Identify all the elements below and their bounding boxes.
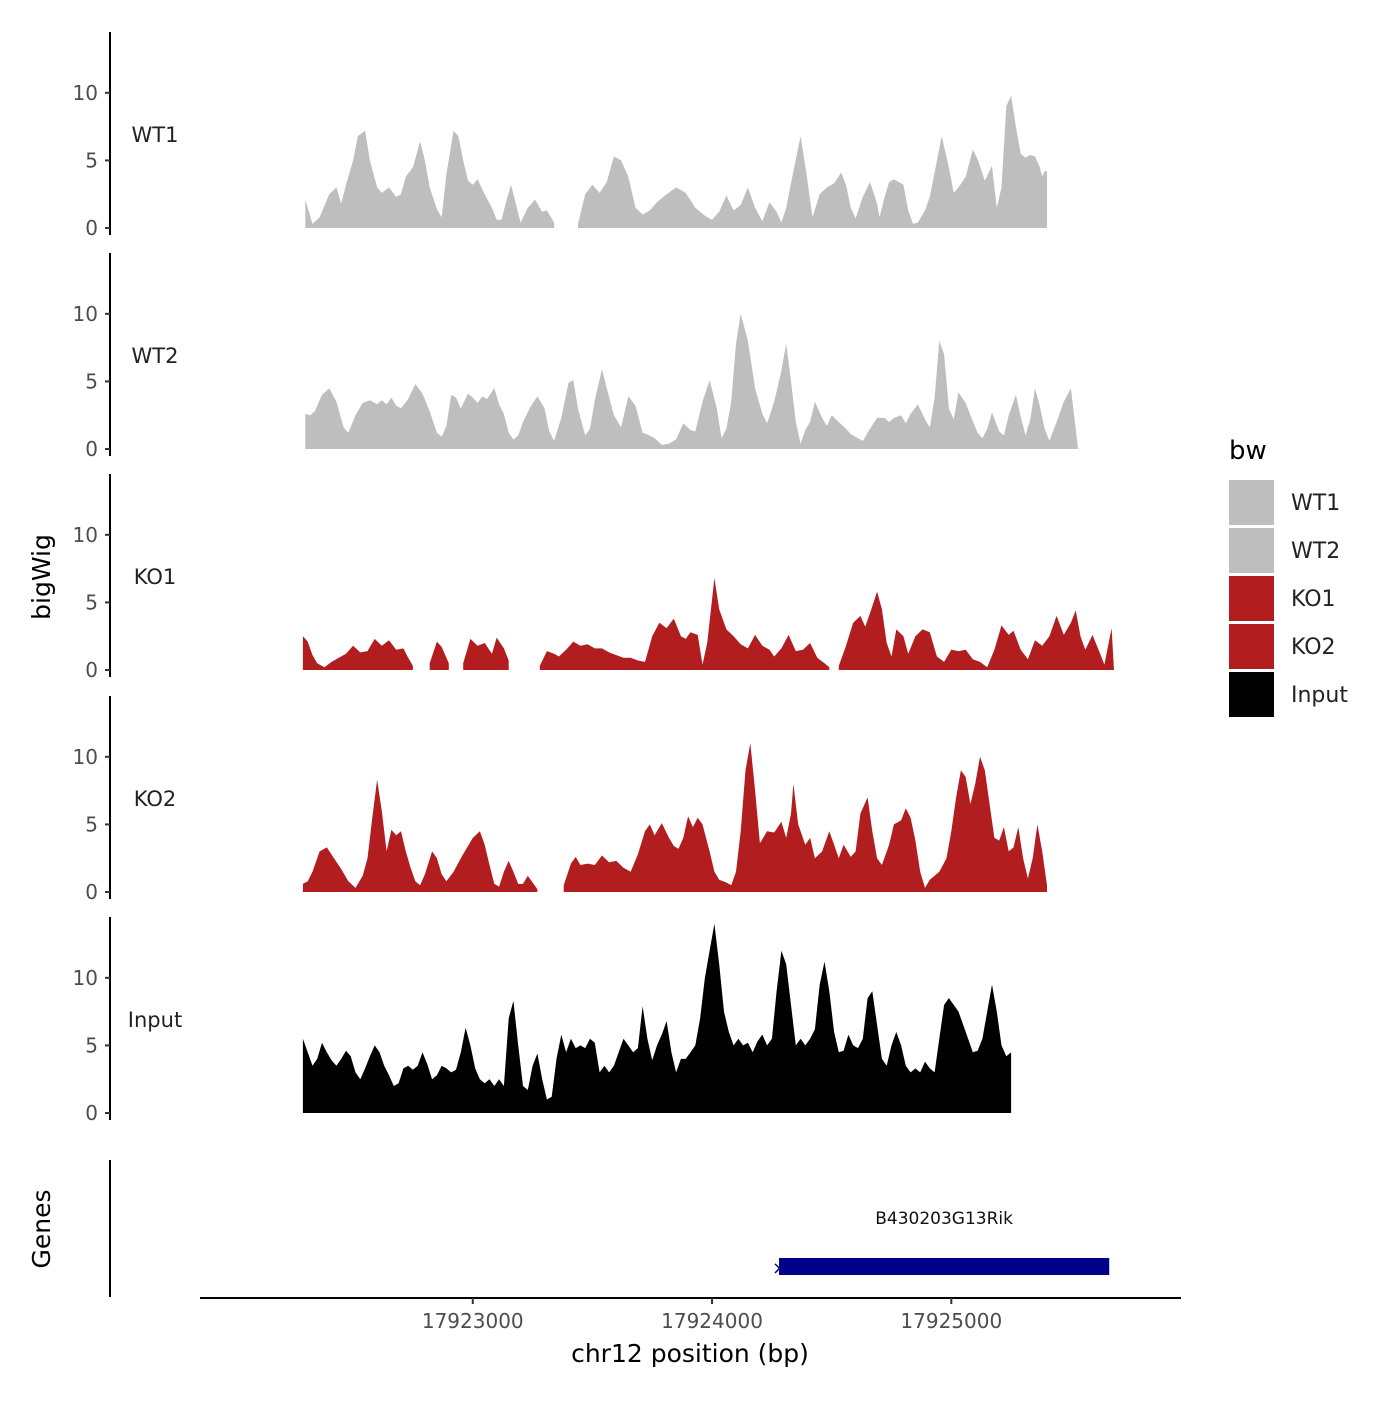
y-tick-label: 10: [73, 966, 98, 990]
y-tick-label: 5: [85, 590, 98, 614]
legend: bw WT1 WT2 KO1 KO2 Input: [1229, 436, 1348, 717]
area-wt2: [305, 313, 1079, 449]
tracks-group: 0 5 10 WT1 0 5 10 WT2 0 5 10 KO1 0 5 10 KO2 0 5 10 Input: [73, 32, 1114, 1125]
y-tick-label: 0: [85, 880, 98, 904]
track-ko2: 0 5 10 KO2: [73, 696, 1047, 904]
y-tick-label: 10: [73, 81, 98, 105]
gene-body: [779, 1258, 1110, 1275]
area-input: [302, 923, 1012, 1113]
y-tick-label: 5: [85, 1033, 98, 1057]
track-label: WT1: [132, 123, 179, 147]
y-tick-label: 5: [85, 812, 98, 836]
y-tick-label: 10: [73, 745, 98, 769]
track-ko1: 0 5 10 KO1: [73, 474, 1114, 682]
genes-axis-title: Genes: [27, 1189, 56, 1268]
track-label: Input: [128, 1008, 182, 1032]
legend-key: [1229, 624, 1274, 669]
track-label: KO1: [134, 565, 177, 589]
track-input: 0 5 10 Input: [73, 917, 1012, 1125]
track-label: KO2: [134, 787, 177, 811]
legend-key: [1229, 480, 1274, 525]
x-axis-title: chr12 position (bp): [571, 1339, 809, 1368]
x-tick-label: 17925000: [900, 1309, 1002, 1333]
legend-title: bw: [1229, 436, 1267, 466]
y-tick-label: 0: [85, 1101, 98, 1125]
area-ko1: [302, 578, 1114, 670]
legend-label: Input: [1291, 683, 1348, 708]
gene-strand-marker: ×: [772, 1258, 787, 1279]
legend-key: [1229, 576, 1274, 621]
y-tick-label: 10: [73, 302, 98, 326]
legend-label: WT2: [1291, 539, 1340, 564]
y-axis-title: bigWig: [27, 534, 56, 620]
legend-label: KO1: [1291, 587, 1336, 612]
x-axis: 17923000 17924000 17925000: [200, 1297, 1181, 1333]
y-tick-label: 0: [85, 216, 98, 240]
legend-label: KO2: [1291, 635, 1336, 660]
y-tick-label: 0: [85, 437, 98, 461]
legend-key: [1229, 672, 1274, 717]
y-tick-label: 10: [73, 523, 98, 547]
y-tick-label: 5: [85, 148, 98, 172]
legend-label: WT1: [1291, 491, 1340, 516]
track-label: WT2: [132, 344, 179, 368]
y-tick-label: 5: [85, 369, 98, 393]
legend-key: [1229, 528, 1274, 573]
area-ko2: [302, 743, 1047, 892]
genes-panel: × B430203G13Rik: [109, 1160, 1110, 1297]
track-wt2: 0 5 10 WT2: [73, 253, 1079, 461]
y-tick-label: 0: [85, 658, 98, 682]
area-wt1: [305, 95, 1047, 228]
x-tick-label: 17923000: [422, 1309, 524, 1333]
x-tick-label: 17924000: [661, 1309, 763, 1333]
gene-label: B430203G13Rik: [875, 1209, 1013, 1229]
track-wt1: 0 5 10 WT1: [73, 32, 1047, 240]
